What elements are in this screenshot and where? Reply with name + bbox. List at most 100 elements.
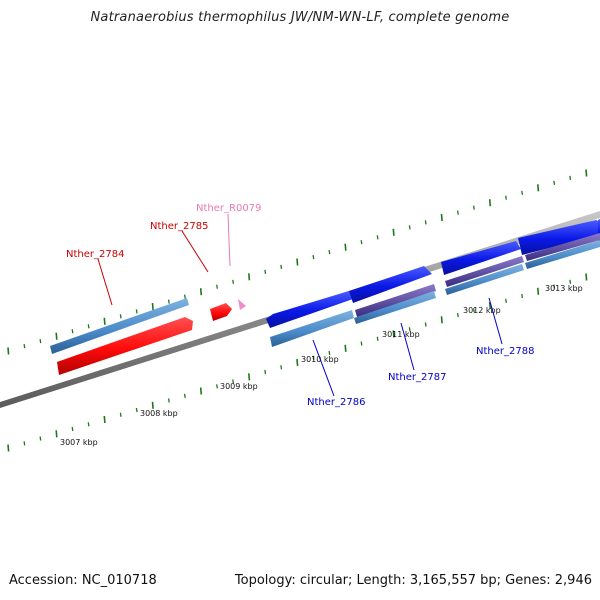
scale-label: 3011 kbp (382, 330, 420, 339)
scale-tick (408, 225, 411, 230)
scale-tick (135, 309, 138, 314)
scale-label: 3007 kbp (60, 438, 98, 447)
scale-tick (472, 205, 475, 210)
scale-tick (167, 299, 170, 304)
scale-tick (71, 426, 74, 432)
scale-tick (328, 250, 331, 255)
scale-tick (296, 358, 299, 367)
scale-tick (328, 350, 331, 356)
scale-tick (248, 373, 251, 381)
scale-tick (23, 441, 26, 446)
scale-label: 3009 kbp (220, 382, 258, 391)
scale-label: 3013 kbp (545, 284, 583, 293)
scale-tick (119, 314, 122, 319)
gene-nther-2784-arrow[interactable] (57, 317, 193, 375)
scale-tick (167, 398, 170, 403)
scale-tick (521, 190, 524, 195)
scale-tick (39, 339, 42, 344)
feature-band[interactable] (445, 256, 524, 287)
gene-nther-2787-arrow[interactable] (441, 241, 521, 275)
scale-tick (376, 336, 379, 341)
scale-tick (521, 293, 524, 299)
gene-nther-2786-arrow[interactable] (266, 291, 353, 328)
scale-tick (55, 430, 58, 438)
gene-label-nther-2785[interactable]: Nther_2785 (150, 221, 208, 232)
scale-tick (183, 294, 186, 299)
scale-tick (296, 258, 299, 266)
scale-tick (569, 279, 572, 284)
scale-tick (7, 444, 10, 452)
scale-tick (151, 302, 154, 311)
scale-tick (392, 330, 395, 338)
scale-tick (280, 365, 283, 370)
gene-label-nther-2786[interactable]: Nther_2786 (307, 397, 365, 408)
gene-nther-2788-arrow[interactable] (518, 220, 600, 255)
scale-tick (7, 347, 10, 355)
scale-tick (344, 243, 347, 251)
accession-text: Accession: NC_010718 (9, 573, 157, 588)
scale-tick (456, 210, 459, 215)
scale-tick (135, 407, 138, 413)
gene-nther-2785-arrow[interactable] (210, 303, 232, 321)
cds-feature[interactable] (445, 264, 524, 295)
scale-tick (199, 288, 203, 296)
scale-tick (360, 341, 363, 346)
topology-text: Topology: circular; Length: 3,165,557 bp… (234, 573, 592, 588)
gene-label-nther-2784[interactable]: Nther_2784 (66, 249, 124, 260)
rna-nther-r0079-arrow[interactable] (238, 299, 246, 310)
scale-tick (553, 284, 556, 289)
scale-label: 3010 kbp (301, 355, 339, 364)
cds-feature[interactable] (270, 310, 354, 347)
scale-tick (312, 255, 315, 260)
map-title: Natranaerobius thermophilus JW/NM-WN-LF,… (90, 10, 510, 25)
scale-tick (55, 332, 58, 340)
cds-feature[interactable] (50, 298, 189, 354)
scale-tick (232, 379, 235, 384)
scale-tick (505, 195, 507, 200)
scale-tick (119, 412, 122, 417)
gene-label-nther-r0079[interactable]: Nther_R0079 (196, 203, 261, 214)
scale-tick (376, 235, 379, 240)
scale-tick (537, 287, 540, 295)
scale-tick (264, 369, 267, 375)
scale-tick (23, 344, 26, 349)
scale-tick (103, 317, 106, 325)
scale-tick (280, 264, 283, 269)
scale-tick (553, 180, 556, 185)
scale-tick (39, 436, 42, 441)
scale-tick (392, 228, 395, 236)
scale-tick (103, 415, 106, 424)
scale-tick (456, 312, 459, 318)
outer-tick-row (7, 169, 588, 355)
scale-tick (232, 279, 235, 284)
scale-tick (312, 355, 315, 360)
scale-tick (537, 184, 540, 192)
scale-tick (71, 329, 74, 334)
scale-tick (440, 213, 443, 222)
scale-tick (151, 401, 154, 409)
scale-tick (408, 327, 411, 332)
scale-tick (440, 316, 443, 324)
scale-tick (472, 308, 475, 313)
gene-label-nther-2787[interactable]: Nther_2787 (388, 372, 446, 383)
gene-label-nther-2788[interactable]: Nther_2788 (476, 346, 534, 357)
cds-feature[interactable] (525, 240, 600, 269)
scale-tick (585, 273, 588, 281)
scale-tick (216, 384, 218, 389)
scale-tick (424, 322, 427, 327)
feature-band[interactable] (355, 284, 436, 317)
scale-tick (199, 387, 203, 395)
scale-tick (87, 422, 90, 427)
scale-tick (505, 298, 507, 303)
scale-tick (87, 324, 90, 329)
feature-band[interactable] (525, 233, 600, 261)
scale-tick (424, 220, 427, 225)
scale-tick (344, 344, 347, 352)
inner-tick-row (7, 273, 588, 452)
scale-tick (248, 273, 251, 281)
scale-tick (360, 240, 363, 245)
gene-forward-arrow[interactable] (349, 266, 432, 303)
cds-feature[interactable] (354, 291, 436, 324)
scale-tick (585, 169, 588, 177)
